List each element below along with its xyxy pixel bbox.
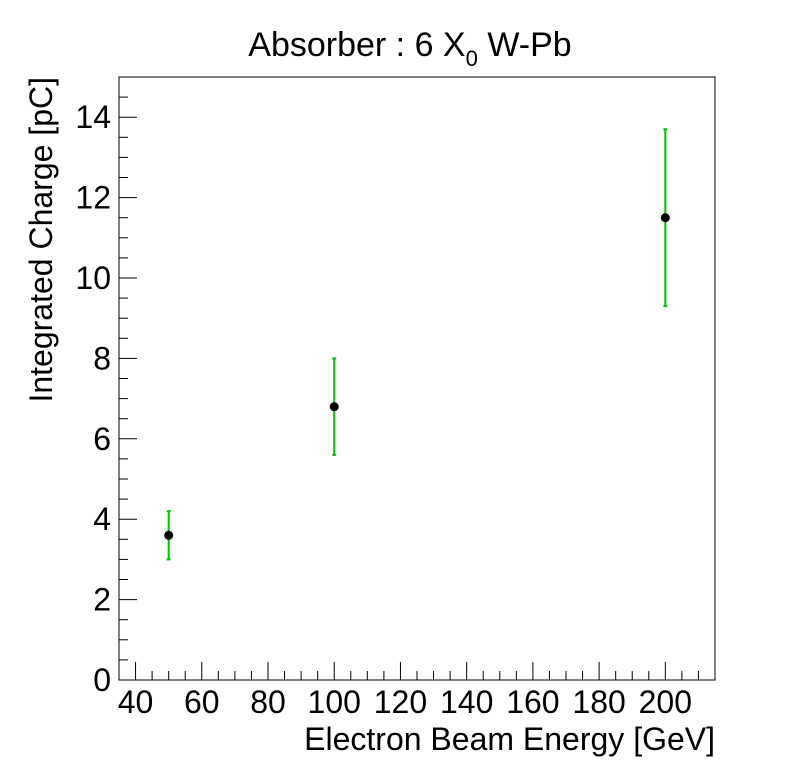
y-tick-label: 6	[93, 421, 111, 457]
x-tick-label: 60	[184, 684, 220, 720]
y-tick-label: 8	[93, 340, 111, 376]
x-axis-title: Electron Beam Energy [GeV]	[304, 721, 715, 757]
x-tick-label: 180	[572, 684, 625, 720]
data-point	[660, 213, 670, 223]
y-tick-label: 2	[93, 582, 111, 618]
x-axis-tick-labels: 40 60 80 100 120 140 160 180 200	[118, 684, 692, 720]
x-axis-ticks	[118, 662, 716, 680]
plot-frame	[118, 76, 716, 681]
x-tick-label: 160	[506, 684, 559, 720]
chart-title-main: Absorber : 6 X	[248, 26, 465, 64]
y-tick-label: 0	[93, 662, 111, 698]
x-tick-label: 100	[308, 684, 361, 720]
data-point	[329, 402, 339, 412]
y-tick-label: 4	[93, 501, 111, 537]
y-tick-label: 10	[75, 260, 111, 296]
x-tick-label: 120	[374, 684, 427, 720]
y-tick-label: 14	[75, 99, 111, 135]
data-series	[164, 128, 670, 561]
y-tick-label: 12	[75, 180, 111, 216]
chart-title-subscript: 0	[466, 46, 478, 71]
x-tick-label: 80	[250, 684, 286, 720]
x-tick-label: 40	[118, 684, 154, 720]
y-axis-ticks	[119, 76, 137, 681]
chart-title-suffix: W-Pb	[478, 26, 572, 64]
x-tick-label: 140	[440, 684, 493, 720]
x-tick-label: 200	[639, 684, 692, 720]
y-axis-tick-labels: 0 2 4 6 8 10 12 14	[75, 99, 111, 698]
chart-title: Absorber : 6 X0 W-Pb	[248, 26, 571, 71]
y-axis-title: Integrated Charge [pC]	[23, 77, 59, 403]
data-point	[164, 530, 174, 540]
